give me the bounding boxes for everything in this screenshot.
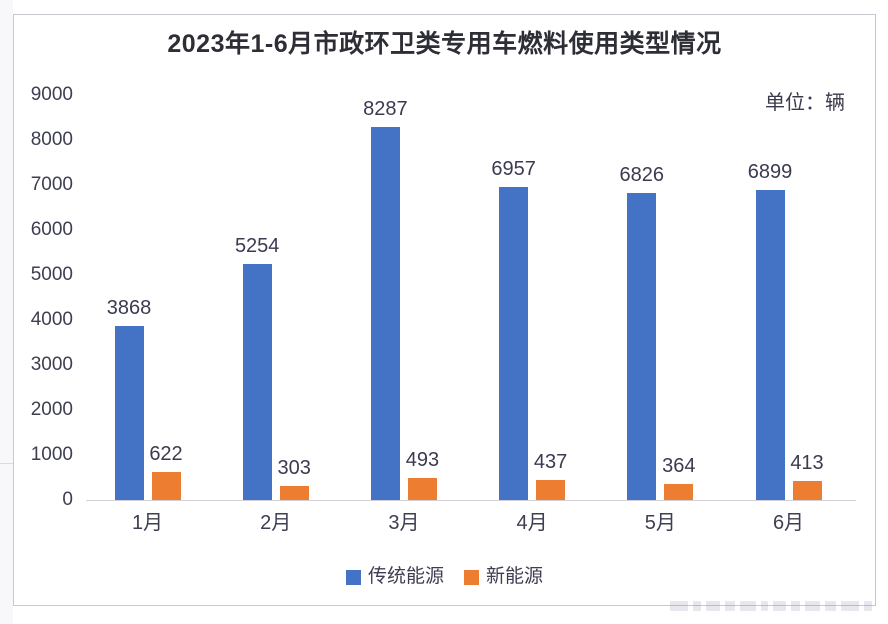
bar-新能源-1月 [151, 472, 181, 500]
x-axis-line [86, 500, 856, 501]
y-axis-tick-label: 6000 [30, 219, 73, 240]
bar-value-label: 6826 [619, 163, 665, 186]
y-axis-tick-label: 5000 [30, 264, 73, 285]
chart-panel [13, 14, 876, 606]
x-axis-label: 1月 [131, 512, 164, 534]
x-axis-label: 3月 [388, 512, 420, 534]
bar-value-label: 493 [405, 448, 440, 471]
legend: 传统能源 新能源 [13, 565, 876, 589]
legend-item: 新能源 [464, 567, 543, 587]
watermark [612, 595, 872, 611]
bar-传统能源-2月 [242, 263, 272, 500]
legend-label: 新能源 [486, 566, 544, 587]
bar-value-label: 413 [790, 452, 824, 475]
y-axis-tick-label: 4000 [30, 309, 73, 330]
legend-item: 传统能源 [345, 566, 444, 587]
page-edge-artifact [0, 463, 13, 464]
bar-value-label: 303 [277, 457, 311, 480]
legend-swatch-icon [345, 569, 361, 585]
bar-value-label: 5254 [234, 234, 280, 257]
bar-value-label: 622 [149, 443, 183, 465]
chart-title: 2023年1-6月市政环卫类专用车燃料使用类型情况 [167, 30, 722, 58]
bar-value-label: 3868 [106, 296, 152, 319]
x-axis-label: 4月 [516, 512, 548, 534]
bar-新能源-5月 [664, 483, 694, 500]
page-margin-strip [0, 0, 13, 624]
y-axis-tick-label: 2000 [30, 399, 73, 420]
bar-传统能源-6月 [755, 189, 785, 500]
bar-传统能源-5月 [627, 192, 657, 500]
bar-新能源-4月 [536, 480, 566, 500]
y-axis-tick-label: 3000 [30, 354, 73, 375]
legend-label: 传统能源 [367, 566, 444, 587]
bar-value-label: 437 [533, 451, 568, 474]
bar-value-label: 364 [662, 454, 696, 477]
y-axis-tick-label: 8000 [30, 129, 73, 150]
bar-value-label: 6957 [491, 157, 536, 180]
x-axis-label: 6月 [772, 512, 805, 534]
bar-传统能源-4月 [499, 186, 529, 500]
y-axis-tick-label: 1000 [30, 444, 73, 465]
legend-swatch-icon [464, 569, 479, 585]
x-axis-label: 2月 [260, 512, 292, 534]
bar-传统能源-1月 [114, 325, 144, 500]
unit-label: 单位：辆 [765, 92, 845, 114]
bar-传统能源-3月 [370, 127, 400, 500]
y-axis-tick-label: 7000 [30, 174, 73, 195]
x-axis-label: 5月 [644, 512, 676, 534]
bar-新能源-6月 [792, 481, 822, 500]
y-axis-tick-label: 0 [62, 489, 73, 510]
bar-新能源-2月 [279, 486, 309, 500]
bar-value-label: 8287 [363, 98, 408, 121]
bar-value-label: 6899 [747, 160, 793, 183]
bar-新能源-3月 [407, 477, 437, 500]
y-axis-tick-label: 9000 [30, 84, 73, 105]
